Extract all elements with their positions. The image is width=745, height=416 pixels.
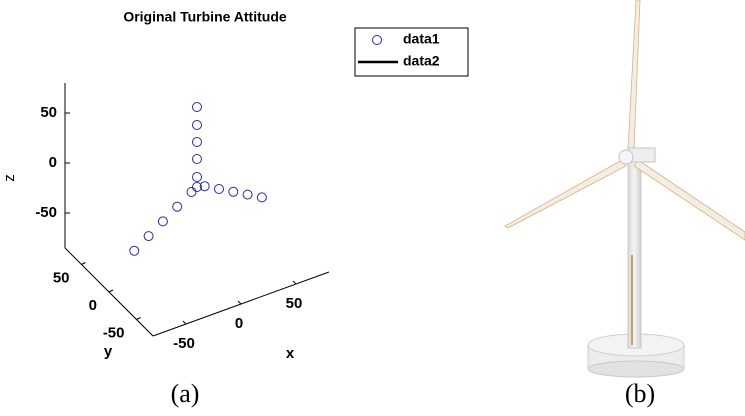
point: [256, 192, 267, 203]
point: [242, 189, 253, 200]
caption: (a): [171, 379, 200, 408]
x-axis-label: x: [286, 345, 295, 362]
x-tick-label: -50: [173, 335, 195, 352]
legend-label: data1: [403, 31, 440, 47]
legend-box: [354, 27, 469, 77]
x-tick: [182, 320, 187, 325]
turbine-image: [504, 0, 745, 378]
point: [129, 245, 140, 256]
point: [192, 172, 202, 182]
caption: (b): [625, 379, 655, 408]
point: [143, 231, 154, 242]
point: [199, 181, 210, 192]
y-tick-label: 50: [53, 269, 70, 286]
legend-label: data2: [403, 53, 440, 69]
point: [192, 120, 202, 130]
point: [228, 186, 239, 197]
point: [214, 184, 224, 194]
point: [192, 154, 202, 164]
z-tick-label: 0: [49, 154, 57, 171]
legend-marker: [372, 35, 382, 45]
x-tick-label: 50: [286, 295, 303, 312]
y-tick: [81, 262, 86, 265]
point: [192, 137, 202, 147]
point: [192, 102, 202, 112]
y-tick: [108, 289, 114, 293]
z-tick-label: 50: [40, 104, 57, 121]
z-tick-label: -50: [35, 204, 57, 221]
x-tick-label: 0: [235, 315, 243, 332]
y-tick: [136, 317, 141, 320]
z-axis-label: z: [1, 174, 18, 182]
point: [157, 216, 168, 227]
chart-title: Original Turbine Attitude: [123, 9, 287, 25]
y-tick-label: 0: [89, 297, 97, 314]
legend: data1 data2: [354, 27, 469, 77]
y-tick-label: -50: [103, 324, 125, 341]
x-tick: [292, 280, 297, 285]
point: [186, 187, 197, 197]
point: [172, 201, 183, 212]
y-axis-label: y: [104, 343, 113, 360]
x-tick: [237, 300, 242, 305]
point: [192, 182, 202, 192]
